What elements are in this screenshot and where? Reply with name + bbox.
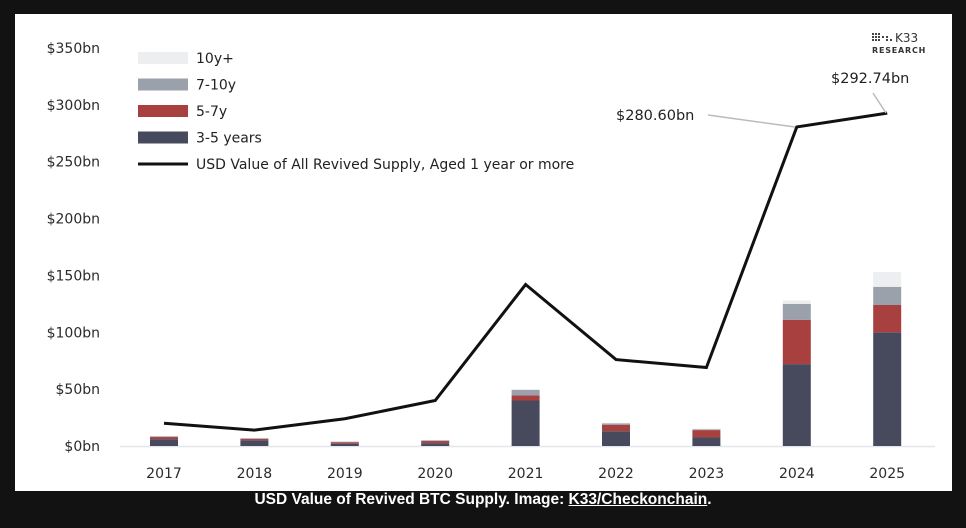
x-tick-label: 2018: [237, 466, 273, 482]
bar-segment-3-5-years: [511, 400, 540, 446]
bar-segment-7-10y: [240, 438, 269, 440]
bar-segment-7-10y: [511, 389, 540, 396]
caption-link[interactable]: K33/Checkonchain: [568, 491, 708, 508]
annotation-2024: $280.60bn: [616, 108, 694, 124]
y-tick-label: $200bn: [47, 212, 100, 228]
legend-swatch: [138, 131, 188, 144]
bar-segment-3-5-years: [692, 437, 721, 446]
y-tick-label: $250bn: [47, 155, 100, 171]
bar-segment-5-7y: [330, 442, 359, 444]
bar-segment-3-5-years: [602, 431, 630, 446]
k33-logo-mark: [872, 33, 892, 41]
x-tick-label: 2017: [146, 466, 182, 482]
annotation-leader-2025: [872, 92, 887, 114]
bar-segment-5-7y: [421, 440, 450, 444]
bar-segment-5-7y: [873, 304, 902, 333]
k33-logo: K33 RESEARCH: [872, 31, 926, 55]
bar-segment-10y-: [692, 428, 721, 430]
annotation-2025: $292.74bn: [831, 71, 909, 87]
bar-segment-7-10y: [692, 428, 721, 431]
caption-end: .: [707, 491, 712, 508]
y-tick-label: $50bn: [56, 382, 100, 398]
bar-segment-10y-: [873, 272, 902, 287]
bar-segment-5-7y: [511, 395, 540, 401]
bar-segment-3-5-years: [240, 440, 269, 446]
x-tick-label: 2019: [327, 466, 363, 482]
bar-segment-10y-: [782, 300, 811, 304]
y-tick-label: $0bn: [64, 439, 100, 455]
bar-segment-5-7y: [240, 438, 269, 441]
bar-segment-7-10y: [421, 440, 450, 442]
bar-segment-5-7y: [150, 436, 178, 440]
bar-segment-3-5-years: [873, 332, 902, 446]
revived-supply-line: [163, 111, 888, 432]
x-tick-label: 2024: [779, 466, 815, 482]
y-axis: $0bn $50bn $100bn $150bn $200bn $250bn $300bn $…: [47, 41, 100, 455]
x-tick-label: 2020: [417, 466, 453, 482]
x-tick-label: 2021: [508, 466, 544, 482]
y-tick-label: $350bn: [47, 41, 100, 57]
bar-segment-7-10y: [330, 441, 359, 443]
legend: 10y+ 7-10y 5-7y 3-5 years USD Value of All R…: [138, 51, 574, 173]
x-tick-label: 2023: [689, 466, 725, 482]
bar-segment-3-5-years: [782, 364, 811, 446]
legend-label: USD Value of All Revived Supply, Aged 1 …: [196, 157, 574, 173]
bar-segment-3-5-years: [330, 443, 359, 446]
bar-segment-7-10y: [150, 436, 178, 438]
bar-segment-7-10y: [873, 286, 902, 305]
bar-segment-7-10y: [602, 423, 630, 425]
bar-segment-5-7y: [602, 424, 630, 432]
bar-segment-10y-: [511, 389, 540, 390]
y-tick-label: $100bn: [47, 325, 100, 341]
bar-segment-5-7y: [692, 430, 721, 438]
legend-swatch: [138, 78, 188, 91]
legend-label: 10y+: [196, 51, 234, 67]
legend-swatch: [138, 105, 188, 117]
image-caption: USD Value of Revived BTC Supply. Image: …: [0, 491, 966, 509]
y-tick-label: $150bn: [47, 268, 100, 284]
bars: [150, 272, 902, 446]
legend-label: 7-10y: [196, 78, 236, 94]
bar-segment-3-5-years: [421, 443, 450, 446]
legend-label: 3-5 years: [196, 131, 262, 147]
annotation-leader-2024: [707, 114, 796, 128]
bar-segment-10y-: [602, 422, 630, 424]
y-tick-label: $300bn: [47, 98, 100, 114]
x-tick-label: 2025: [869, 466, 905, 482]
k33-logo-subtext: RESEARCH: [872, 46, 926, 55]
caption-text: USD Value of Revived BTC Supply. Image:: [254, 491, 569, 508]
legend-swatch: [138, 52, 188, 64]
legend-label: 5-7y: [196, 104, 227, 120]
k33-logo-text: K33: [895, 31, 918, 45]
x-tick-label: 2022: [598, 466, 634, 482]
bar-segment-3-5-years: [150, 439, 178, 446]
bar-segment-5-7y: [782, 319, 811, 365]
x-axis: 2017 2018 2019 2020 2021 2022 2023 2024 2025: [146, 466, 905, 482]
bar-segment-7-10y: [782, 303, 811, 320]
